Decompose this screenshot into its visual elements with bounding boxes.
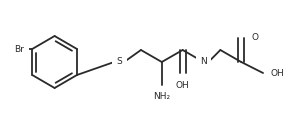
Text: N: N: [200, 58, 207, 66]
Text: OH: OH: [176, 81, 190, 90]
Text: Br: Br: [14, 44, 24, 54]
Text: OH: OH: [271, 68, 285, 78]
Text: O: O: [251, 34, 258, 42]
Text: NH₂: NH₂: [153, 92, 170, 101]
Text: S: S: [116, 58, 122, 66]
